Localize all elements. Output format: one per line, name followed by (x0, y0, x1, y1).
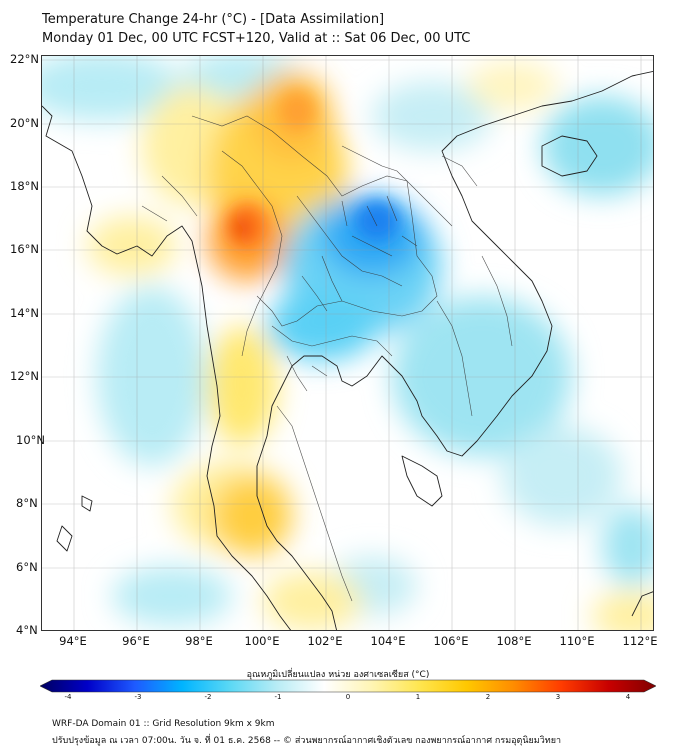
map-title: Temperature Change 24-hr (°C) - [Data As… (42, 12, 385, 27)
temperature-change-map (42, 56, 653, 630)
lon-label-100e: 100°E (244, 634, 280, 648)
lat-label-6n: 6°N (16, 560, 38, 574)
lat-label-22n: 22°N (10, 52, 39, 66)
footer-credit: ปรับปรุงข้อมูล ณ เวลา 07:00น. วัน จ. ที่… (52, 736, 562, 746)
temperature-field (42, 56, 653, 630)
colorbar-bar (40, 679, 656, 693)
lat-label-12n: 12°N (10, 369, 39, 383)
lat-label-16n: 16°N (10, 242, 39, 256)
lon-label-112e: 112°E (622, 634, 658, 648)
colorbar-tick-label: 2 (485, 693, 491, 701)
lon-label-98e: 98°E (185, 634, 213, 648)
lat-label-18n: 18°N (10, 179, 39, 193)
lon-label-110e: 110°E (559, 634, 595, 648)
colorbar-tick-label: -2 (204, 693, 212, 701)
lat-label-8n: 8°N (16, 496, 38, 510)
province-borders (141, 115, 513, 602)
colorbar-tick-label: 0 (345, 693, 351, 701)
gridlines (42, 56, 653, 630)
colorbar-tick-label: -1 (274, 693, 282, 701)
coastlines (42, 70, 653, 630)
lon-label-94e: 94°E (59, 634, 87, 648)
footer-model-info: WRF-DA Domain 01 :: Grid Resolution 9km … (52, 719, 275, 729)
colorbar-tick-label: 3 (555, 693, 561, 701)
lon-label-108e: 108°E (496, 634, 532, 648)
lon-label-96e: 96°E (122, 634, 150, 648)
colorbar-tick-label: 1 (415, 693, 421, 701)
lat-label-4n: 4°N (16, 623, 38, 637)
colorbar-tick-label: -3 (134, 693, 142, 701)
colorbar-tick-label: -4 (64, 693, 72, 701)
lat-label-20n: 20°N (10, 116, 39, 130)
lat-label-10n: 10°N (16, 433, 45, 447)
map-subtitle: Monday 01 Dec, 00 UTC FCST+120, Valid at… (42, 31, 471, 46)
colorbar (40, 679, 656, 693)
map-frame (41, 55, 654, 631)
lat-label-14n: 14°N (10, 306, 39, 320)
lon-label-102e: 102°E (307, 634, 343, 648)
lon-label-106e: 106°E (433, 634, 469, 648)
colorbar-title: อุณหภูมิเปลี่ยนแปลง หน่วย องศาเซลเซียส (… (246, 670, 430, 680)
colorbar-tick-label: 4 (625, 693, 631, 701)
temperature-extremes (227, 91, 399, 248)
lon-label-104e: 104°E (370, 634, 406, 648)
